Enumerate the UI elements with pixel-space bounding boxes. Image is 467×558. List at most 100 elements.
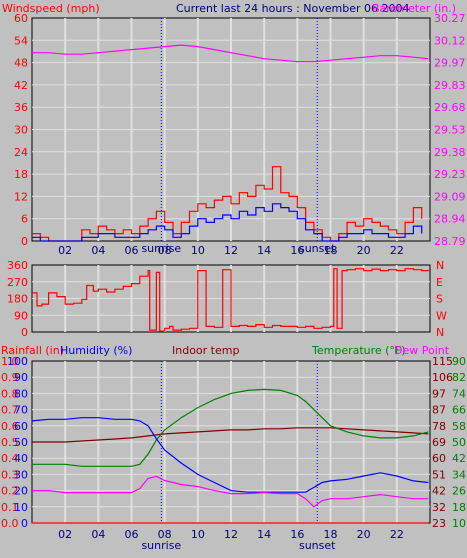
- humidity-tick: 0: [21, 517, 28, 530]
- sunset-label: sunset: [299, 242, 336, 255]
- temp-x-tick: 06: [125, 528, 139, 541]
- temp-f-tick: 90: [452, 355, 466, 368]
- barometer-tick: 29.09: [434, 190, 466, 203]
- compass-tick: N: [436, 259, 444, 272]
- temp-x-tick: 14: [257, 528, 271, 541]
- temp-f-tick: 82: [452, 371, 466, 384]
- rainfall-tick: 0.3: [1, 468, 19, 481]
- direction-tick: 90: [14, 309, 28, 322]
- wind-x-tick: 18: [324, 244, 338, 257]
- compass-tick: S: [436, 293, 443, 306]
- sunset-label: sunset: [299, 539, 336, 552]
- temp-f-tick: 18: [452, 501, 466, 514]
- gust-series: [32, 166, 423, 242]
- rainfall-tick: 0.1: [1, 501, 19, 514]
- rainfall-axis-label: Rainfall (in): [1, 344, 64, 357]
- barometer-series: [32, 44, 429, 63]
- indoor-temp-series: [32, 427, 429, 443]
- rainfall-tick: 0.4: [1, 452, 19, 465]
- windspeed-tick: 30: [14, 124, 28, 137]
- temp-x-tick: 12: [224, 528, 238, 541]
- temp-c-tick: 42: [432, 485, 446, 498]
- windspeed-tick: 42: [14, 79, 28, 92]
- direction-tick: 360: [7, 259, 28, 272]
- wind-x-tick: 02: [58, 244, 72, 257]
- barometer-tick: 29.68: [434, 101, 466, 114]
- sunrise-label: sunrise: [141, 242, 181, 255]
- rainfall-tick: 0.9: [1, 371, 19, 384]
- humidity-series: [31, 417, 429, 493]
- direction-tick: 270: [7, 276, 28, 289]
- dewpoint-axis-label: Dew Point: [394, 344, 450, 357]
- windspeed-tick: 12: [14, 190, 28, 203]
- temp-x-tick: 18: [324, 528, 338, 541]
- wind-x-tick: 16: [290, 244, 304, 257]
- temp-f-tick: 10: [452, 517, 466, 530]
- barometer-tick: 29.97: [434, 57, 466, 70]
- temp-c-tick: 32: [432, 501, 446, 514]
- humidity-tick: 70: [14, 404, 28, 417]
- temp-c-tick: 87: [432, 404, 446, 417]
- rainfall-tick: 0.5: [1, 436, 19, 449]
- temp-x-tick: 20: [357, 528, 371, 541]
- rainfall-tick: 0.2: [1, 485, 19, 498]
- barometer-tick: 30.27: [434, 12, 466, 25]
- direction-tick: 180: [7, 293, 28, 306]
- windspeed-series: [32, 203, 423, 242]
- chart-title: Current last 24 hours : November 06 2004: [176, 2, 409, 15]
- rainfall-tick: 0.7: [1, 404, 19, 417]
- humidity-tick: 100: [7, 355, 28, 368]
- compass-tick: E: [436, 276, 443, 289]
- temperature-series: [32, 388, 429, 467]
- temp-x-tick: 16: [290, 528, 304, 541]
- wind-barometer-panel: 0 28.79 6 28.94 12 29.09 18 29.23 24 29.38 30 29.53…: [14, 12, 466, 257]
- humidity-axis-label: Humidity (%): [60, 344, 132, 357]
- temp-x-tick: 02: [58, 528, 72, 541]
- wind-x-tick: 14: [257, 244, 271, 257]
- wind-x-tick: 12: [224, 244, 238, 257]
- wind-x-tick: 06: [125, 244, 139, 257]
- temp-f-tick: 34: [452, 468, 466, 481]
- direction-tick: 0: [21, 326, 28, 339]
- temp-c-tick: 115: [432, 355, 453, 368]
- temp-c-tick: 78: [432, 420, 446, 433]
- temp-c-tick: 97: [432, 387, 446, 400]
- temp-c-tick: 69: [432, 436, 446, 449]
- windspeed-tick: 24: [14, 146, 28, 159]
- windspeed-tick: 60: [14, 12, 28, 25]
- barometer-tick: 30.12: [434, 34, 466, 47]
- temp-c-tick: 60: [432, 452, 446, 465]
- humidity-tick: 50: [14, 436, 28, 449]
- barometer-tick: 28.79: [434, 235, 466, 248]
- indoor-temp-label: Indoor temp: [172, 344, 239, 357]
- humidity-tick: 30: [14, 468, 28, 481]
- barometer-tick: 29.83: [434, 79, 466, 92]
- humidity-tick: 60: [14, 420, 28, 433]
- temp-x-tick: 10: [191, 528, 205, 541]
- compass-tick: N: [436, 326, 444, 339]
- temp-x-tick: 08: [158, 528, 172, 541]
- direction-series: [32, 268, 429, 332]
- temp-c-tick: 23: [432, 517, 446, 530]
- windspeed-tick: 6: [21, 213, 28, 226]
- temp-f-tick: 66: [452, 404, 466, 417]
- temp-c-tick: 106: [432, 371, 453, 384]
- humidity-tick: 90: [14, 371, 28, 384]
- temp-humidity-panel: 0.0 0 23 100.110 32 180.220 42 260.330 51 340.440…: [1, 355, 466, 552]
- temp-f-tick: 42: [452, 452, 466, 465]
- wind-x-tick: 08: [158, 244, 172, 257]
- dewpoint-series: [32, 475, 429, 508]
- barometer-axis-label: Barometer (in.): [372, 2, 456, 15]
- barometer-tick: 28.94: [434, 213, 466, 226]
- windspeed-tick: 54: [14, 34, 28, 47]
- humidity-tick: 20: [14, 485, 28, 498]
- wind-x-tick: 10: [191, 244, 205, 257]
- temp-f-tick: 26: [452, 485, 466, 498]
- windspeed-tick: 36: [14, 101, 28, 114]
- wind-x-tick: 04: [91, 244, 105, 257]
- sunrise-label: sunrise: [141, 539, 181, 552]
- temp-x-tick: 22: [390, 528, 404, 541]
- humidity-tick: 80: [14, 387, 28, 400]
- barometer-tick: 29.53: [434, 124, 466, 137]
